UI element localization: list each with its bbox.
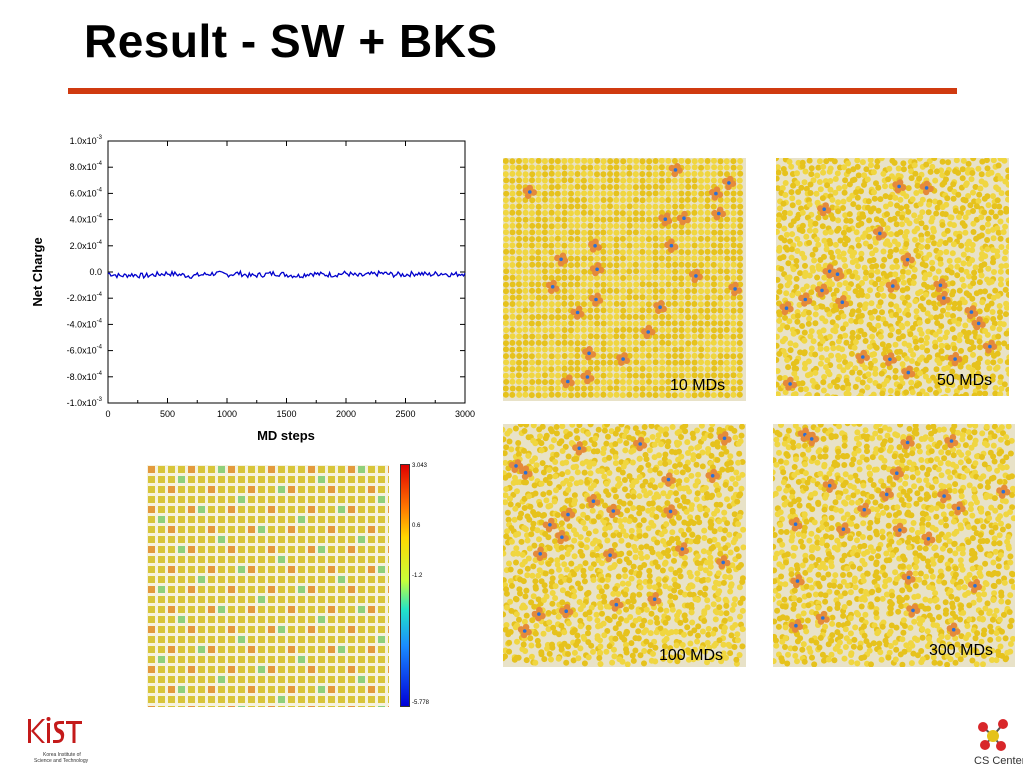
x-tick-label: 1000 xyxy=(217,409,237,419)
initial-structure-image xyxy=(147,465,389,707)
md-snapshot-100 xyxy=(503,424,746,667)
md-snapshot-10 xyxy=(503,158,746,401)
x-tick-label: 0 xyxy=(105,409,110,419)
y-axis: 1.0x10-3 8.0x10-4 6.0x10-4 4.0x10-4 2.0x10-4… xyxy=(67,135,465,408)
panel-label-100-mds: 100 MDs xyxy=(659,647,724,664)
title-underline xyxy=(68,88,957,94)
x-tick-label: 2500 xyxy=(395,409,415,419)
colorbar-tick-label: -1.2 xyxy=(412,573,423,579)
cs-center-logo: CS Center xyxy=(974,719,1023,767)
colorbar-max-label: 3.043 xyxy=(412,463,428,469)
y-tick-label: 2.0x10-4 xyxy=(70,240,103,251)
y-tick-label: 8.0x10-4 xyxy=(70,161,103,172)
panel-label-300-mds: 300 MDs xyxy=(929,642,994,659)
y-tick-label: -6.0x10-4 xyxy=(67,345,103,356)
x-tick-label: 3000 xyxy=(455,409,475,419)
kist-logo: Korea Institute of Science and Technolog… xyxy=(28,717,89,764)
x-axis: 0 500 1000 1500 2000 2500 3000 xyxy=(105,141,475,419)
y-tick-label: -8.0x10-4 xyxy=(67,371,103,382)
y-tick-label: 0.0 xyxy=(89,267,102,277)
net-charge-series-line xyxy=(107,269,466,280)
x-tick-label: 2000 xyxy=(336,409,356,419)
colorbar-min-label: -5.778 xyxy=(412,700,430,706)
y-tick-label: 6.0x10-4 xyxy=(70,187,103,198)
y-tick-label: 4.0x10-4 xyxy=(70,214,103,225)
y-tick-label: -2.0x10-4 xyxy=(67,292,103,303)
colorbar-tick-label: 0.6 xyxy=(412,523,421,529)
x-tick-label: 500 xyxy=(160,409,175,419)
slide-title: Result - SW + BKS xyxy=(84,15,498,67)
x-axis-label: MD steps xyxy=(257,428,315,443)
y-tick-label: -1.0x10-3 xyxy=(67,397,103,408)
panel-label-10-mds: 10 MDs xyxy=(670,377,726,394)
y-axis-label: Net Charge xyxy=(30,237,45,306)
charge-colorbar xyxy=(400,464,410,707)
x-tick-label: 1500 xyxy=(276,409,296,419)
y-tick-label: -4.0x10-4 xyxy=(67,318,103,329)
y-tick-label: 1.0x10-3 xyxy=(70,135,103,146)
md-snapshot-50 xyxy=(776,158,1009,396)
panel-label-50-mds: 50 MDs xyxy=(937,372,993,389)
plot-frame xyxy=(107,140,466,404)
net-charge-chart: 1.0x10-3 8.0x10-4 6.0x10-4 4.0x10-4 2.0x10-4… xyxy=(30,135,475,443)
md-snapshot-300 xyxy=(773,424,1015,667)
